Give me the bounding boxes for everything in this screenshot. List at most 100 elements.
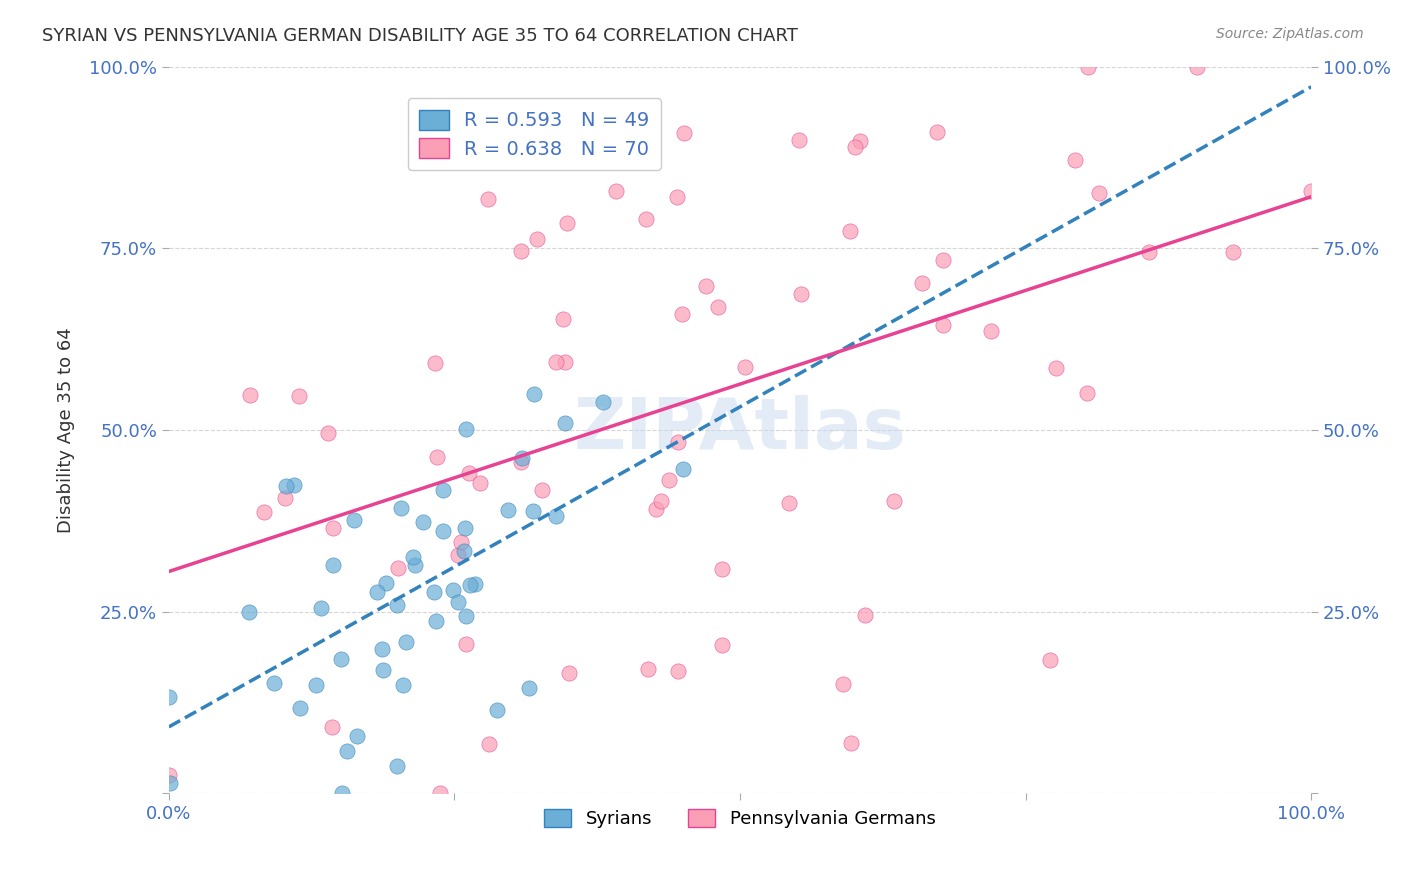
Point: [931, 318, 953, 333]
Point: [432, 483, 454, 497]
Point: [432, 524, 454, 538]
Point: [1222, 244, 1244, 259]
Point: [844, 140, 866, 154]
Point: [392, 678, 415, 692]
Point: [446, 548, 468, 562]
Point: [425, 615, 447, 629]
Point: [458, 578, 481, 592]
Point: [477, 192, 499, 206]
Point: [637, 138, 659, 153]
Point: [385, 758, 408, 772]
Point: [1077, 60, 1099, 74]
Point: [387, 598, 409, 612]
Point: [650, 493, 672, 508]
Point: [456, 422, 478, 436]
Point: [330, 652, 353, 666]
Point: [371, 663, 394, 677]
Y-axis label: Disability Age 35 to 64: Disability Age 35 to 64: [58, 327, 75, 533]
Point: [644, 502, 666, 516]
Point: [1301, 184, 1323, 198]
Point: [544, 355, 567, 369]
Point: [441, 582, 464, 597]
Point: [387, 561, 409, 575]
Point: [305, 678, 328, 692]
Point: [453, 544, 475, 558]
Point: [496, 503, 519, 517]
Point: [658, 473, 681, 487]
Point: [238, 605, 260, 619]
Point: [404, 558, 426, 572]
Point: [486, 703, 509, 717]
Point: [666, 434, 689, 449]
Text: ZIPAtlas: ZIPAtlas: [574, 395, 907, 465]
Point: [1063, 153, 1085, 167]
Point: [671, 307, 693, 321]
Point: [734, 359, 756, 374]
Point: [423, 356, 446, 370]
Point: [839, 736, 862, 750]
Point: [832, 677, 855, 691]
Point: [789, 287, 811, 301]
Point: [454, 637, 477, 651]
Point: [558, 665, 581, 680]
Point: [274, 491, 297, 505]
Point: [526, 232, 548, 246]
Point: [637, 662, 659, 676]
Point: [665, 190, 688, 204]
Point: [509, 455, 531, 469]
Point: [710, 638, 733, 652]
Point: [553, 312, 575, 326]
Point: [853, 607, 876, 622]
Point: [605, 184, 627, 198]
Point: [274, 479, 297, 493]
Point: [839, 224, 862, 238]
Point: [546, 509, 568, 524]
Point: [1076, 386, 1098, 401]
Point: [932, 252, 955, 267]
Point: [695, 279, 717, 293]
Point: [412, 516, 434, 530]
Point: [778, 496, 800, 510]
Point: [446, 595, 468, 609]
Point: [346, 730, 368, 744]
Point: [343, 513, 366, 527]
Legend: Syrians, Pennsylvania Germans: Syrians, Pennsylvania Germans: [537, 801, 943, 835]
Point: [402, 549, 425, 564]
Point: [980, 324, 1002, 338]
Point: [1137, 244, 1160, 259]
Point: [321, 720, 343, 734]
Point: [159, 776, 181, 790]
Point: [288, 389, 311, 403]
Point: [1087, 186, 1109, 200]
Point: [707, 301, 730, 315]
Point: [468, 475, 491, 490]
Point: [283, 478, 305, 492]
Point: [634, 212, 657, 227]
Point: [263, 676, 285, 690]
Point: [927, 125, 949, 139]
Point: [592, 394, 614, 409]
Point: [1039, 652, 1062, 666]
Point: [336, 744, 359, 758]
Point: [522, 386, 544, 401]
Point: [672, 462, 695, 476]
Point: [911, 277, 934, 291]
Point: [366, 584, 388, 599]
Point: [672, 126, 695, 140]
Point: [395, 635, 418, 649]
Point: [330, 786, 353, 800]
Point: [239, 388, 262, 402]
Point: [554, 354, 576, 368]
Point: [1185, 60, 1208, 74]
Point: [510, 244, 533, 258]
Point: [322, 558, 344, 572]
Point: [478, 737, 501, 751]
Point: [423, 585, 446, 599]
Point: [450, 535, 472, 549]
Point: [510, 450, 533, 465]
Point: [253, 505, 276, 519]
Point: [309, 601, 332, 615]
Point: [374, 576, 396, 591]
Point: [371, 642, 394, 657]
Text: SYRIAN VS PENNSYLVANIA GERMAN DISABILITY AGE 35 TO 64 CORRELATION CHART: SYRIAN VS PENNSYLVANIA GERMAN DISABILITY…: [42, 27, 799, 45]
